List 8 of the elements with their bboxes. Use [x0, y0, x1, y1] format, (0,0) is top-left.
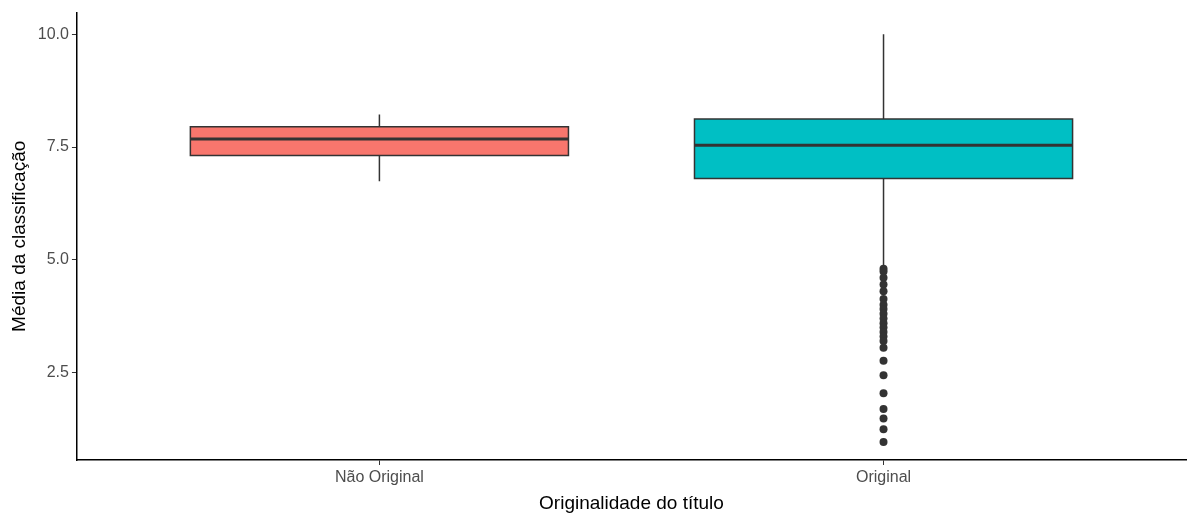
y-tick-label: 2.5	[46, 362, 70, 380]
y-tick-label: 10.0	[37, 24, 70, 42]
y-axis-title: Média da classificação	[7, 140, 29, 332]
x-tick-label: Não Original	[334, 468, 424, 486]
x-axis-title: Originalidade do título	[539, 491, 724, 513]
y-tick-label: 7.5	[46, 137, 70, 155]
x-tick-label: Original	[855, 468, 912, 486]
y-tick-label: 5.0	[46, 250, 70, 268]
